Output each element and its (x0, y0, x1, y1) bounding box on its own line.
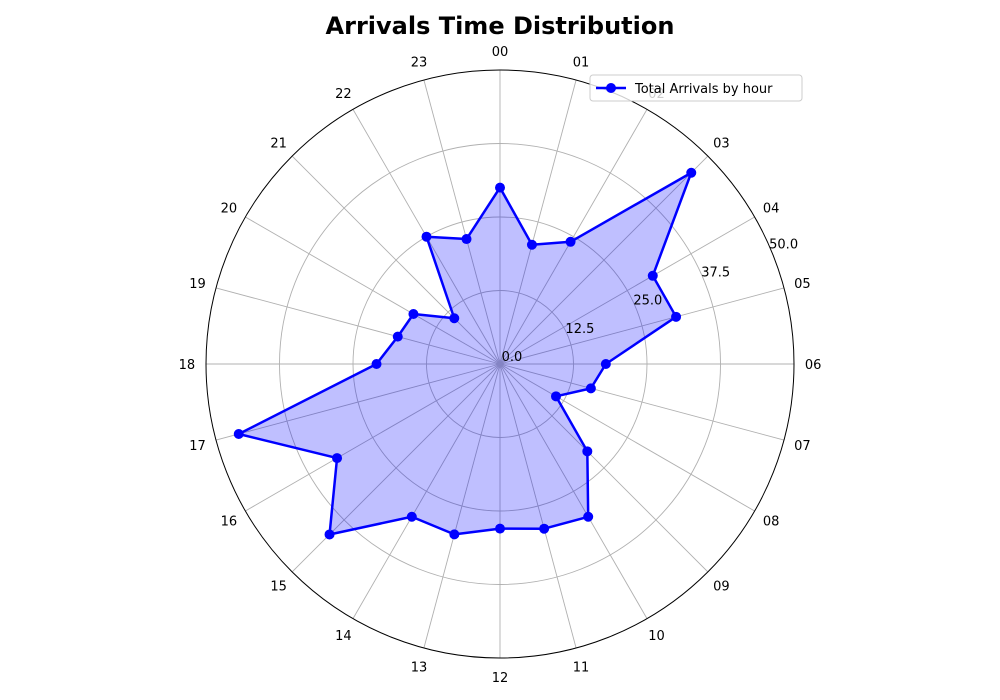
angle-tick-label: 12 (492, 671, 509, 686)
radial-tick-label: 50.0 (769, 237, 798, 252)
angle-tick-label: 01 (573, 56, 590, 71)
series-area (233, 167, 697, 540)
angle-tick-label: 07 (794, 439, 811, 454)
angle-tick-label: 10 (648, 629, 665, 644)
data-point-23 (461, 234, 472, 245)
grid-spoke-10 (499, 363, 648, 619)
angle-tick-label: 15 (270, 579, 287, 594)
data-point-11 (539, 523, 550, 534)
angle-tick-label: 08 (763, 515, 780, 530)
polar-frame (205, 69, 795, 659)
radial-tick-label: 12.5 (565, 322, 594, 337)
data-point-05 (671, 311, 682, 322)
series-fill (238, 172, 692, 535)
tick-labels: 0001020304050607080910111213141516171819… (179, 45, 822, 686)
angle-tick-label: 00 (492, 45, 509, 60)
grid-spoke-04 (499, 216, 755, 365)
grid-spoke-14 (352, 363, 501, 619)
grid-spoke-11 (499, 363, 577, 649)
data-point-07 (585, 383, 596, 394)
angle-tick-label: 04 (763, 201, 780, 216)
grid-spoke-01 (499, 79, 577, 365)
radial-tick-label: 25.0 (633, 294, 662, 309)
data-point-10 (583, 511, 594, 522)
data-point-21 (449, 313, 460, 324)
angle-tick-label: 03 (713, 137, 730, 152)
grid-spoke-08 (499, 363, 755, 512)
data-point-01 (526, 239, 537, 250)
grid-spoke-07 (499, 363, 785, 441)
angle-tick-label: 17 (189, 439, 206, 454)
grid-spoke-17 (215, 363, 501, 441)
grid-spoke-09 (499, 363, 709, 573)
angle-tick-label: 14 (335, 629, 352, 644)
grid-spoke-23 (423, 79, 501, 365)
angle-tick-label: 11 (573, 660, 590, 675)
data-point-15 (324, 529, 335, 540)
angle-tick-label: 19 (189, 277, 206, 292)
grid-spoke-21 (291, 155, 501, 365)
legend-box (589, 74, 803, 102)
data-point-04 (647, 270, 658, 281)
legend-marker-swatch (606, 83, 616, 93)
chart-title: Arrivals Time Distribution (326, 12, 675, 40)
radial-tick-label: 37.5 (701, 266, 730, 281)
data-point-20 (408, 309, 419, 320)
angle-tick-label: 22 (335, 87, 352, 102)
angle-tick-label: 23 (411, 56, 428, 71)
data-point-02 (565, 236, 576, 247)
grid-spoke-16 (245, 363, 501, 512)
angle-tick-label: 21 (270, 137, 287, 152)
data-point-17 (233, 429, 244, 440)
grid-spoke-13 (423, 363, 501, 649)
data-point-18 (371, 359, 382, 369)
legend: Total Arrivals by hour (589, 74, 803, 102)
angle-tick-label: 05 (794, 277, 811, 292)
data-point-06 (600, 359, 611, 369)
angle-tick-label: 09 (713, 579, 730, 594)
data-point-08 (551, 391, 562, 402)
data-point-09 (582, 446, 593, 457)
angle-tick-label: 06 (805, 358, 822, 373)
radial-tick-label: 0.0 (502, 350, 523, 365)
grid-spoke-05 (499, 287, 785, 365)
legend-entry-label: Total Arrivals by hour (634, 82, 773, 97)
angle-tick-label: 20 (221, 201, 238, 216)
data-point-19 (392, 331, 403, 342)
angle-tick-label: 13 (411, 660, 428, 675)
data-point-22 (421, 231, 432, 242)
data-point-03 (686, 167, 697, 178)
data-point-13 (449, 529, 460, 540)
grid (205, 69, 795, 659)
grid-spoke-03 (499, 155, 709, 365)
grid-spoke-20 (245, 216, 501, 365)
data-point-14 (406, 511, 417, 522)
data-point-00 (495, 182, 505, 193)
grid-spoke-19 (215, 287, 501, 365)
grid-spoke-02 (499, 109, 648, 365)
angle-tick-label: 16 (221, 515, 238, 530)
data-point-16 (332, 453, 343, 464)
angle-tick-label: 18 (179, 358, 196, 373)
data-point-12 (495, 523, 505, 534)
